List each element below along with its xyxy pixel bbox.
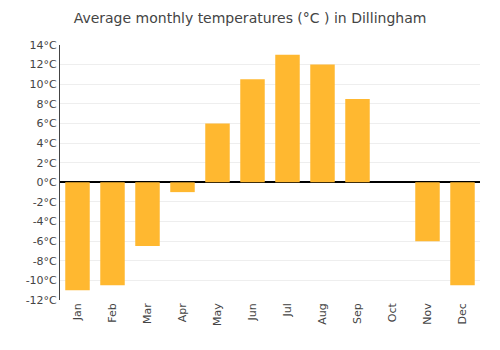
- svg-text:-8°C: -8°C: [33, 255, 57, 268]
- svg-text:Sep: Sep: [351, 303, 364, 324]
- svg-text:Apr: Apr: [176, 303, 189, 323]
- svg-text:-2°C: -2°C: [33, 196, 57, 209]
- svg-text:May: May: [211, 303, 224, 326]
- svg-text:-4°C: -4°C: [33, 215, 57, 228]
- svg-text:10°C: 10°C: [30, 78, 57, 91]
- svg-text:8°C: 8°C: [37, 98, 57, 111]
- svg-text:Jul: Jul: [281, 303, 294, 317]
- svg-text:4°C: 4°C: [37, 137, 57, 150]
- svg-text:Aug: Aug: [316, 303, 329, 324]
- svg-text:Jun: Jun: [246, 303, 259, 321]
- svg-text:Jan: Jan: [71, 303, 84, 321]
- svg-text:0°C: 0°C: [37, 176, 57, 189]
- svg-text:Nov: Nov: [421, 303, 434, 325]
- svg-text:6°C: 6°C: [37, 117, 57, 130]
- svg-text:Oct: Oct: [386, 303, 399, 323]
- svg-text:-12°C: -12°C: [26, 294, 57, 307]
- svg-text:2°C: 2°C: [37, 157, 57, 170]
- svg-text:Average monthly temperatures (: Average monthly temperatures (°C ) in Di…: [74, 10, 427, 26]
- svg-text:Mar: Mar: [141, 303, 154, 324]
- svg-text:Feb: Feb: [106, 303, 119, 322]
- svg-text:Dec: Dec: [456, 303, 469, 324]
- svg-text:14°C: 14°C: [30, 39, 57, 52]
- svg-text:12°C: 12°C: [30, 58, 57, 71]
- svg-text:-10°C: -10°C: [26, 274, 57, 287]
- svg-text:-6°C: -6°C: [33, 235, 57, 248]
